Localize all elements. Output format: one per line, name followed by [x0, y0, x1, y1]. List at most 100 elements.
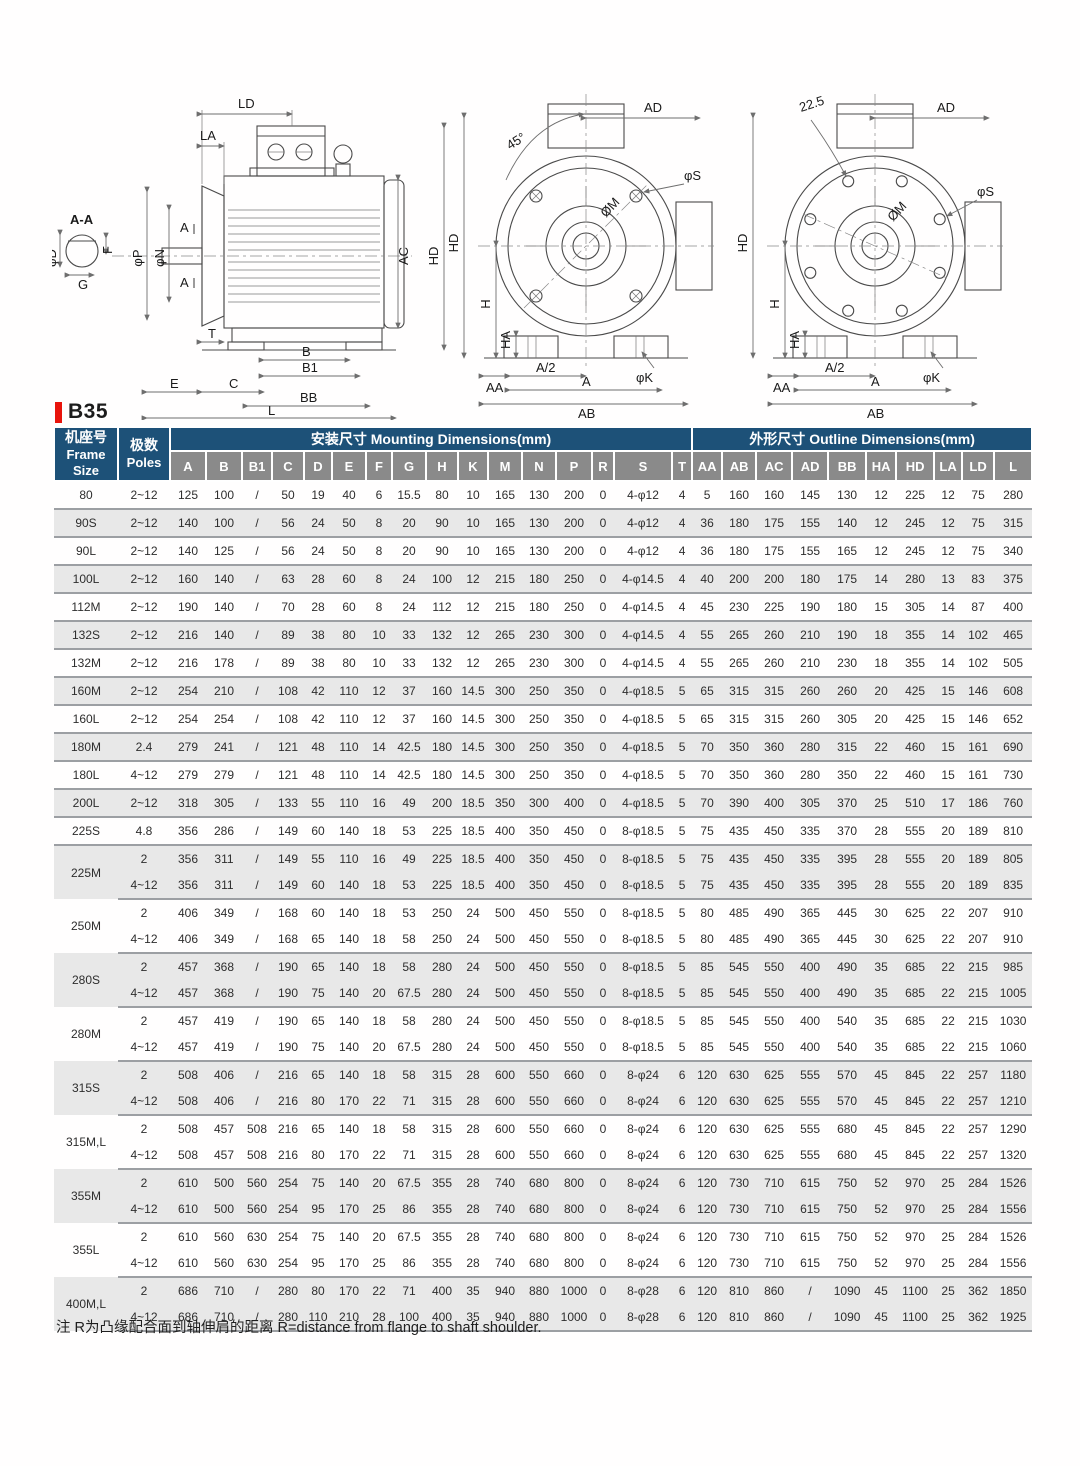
dimension-cell: / [242, 980, 272, 1008]
dimension-cell: 5 [678, 960, 686, 974]
dimension-cell: 630 [722, 1088, 757, 1116]
dimension-cell: 12 [366, 677, 392, 706]
dimension-cell: 254 [272, 1250, 304, 1278]
dimension-cell: 685 [896, 1034, 935, 1062]
dimension-cell: 257 [962, 1142, 995, 1170]
dimension-cell: 160 [170, 565, 206, 594]
dim-label-phi-s: φS [977, 184, 994, 199]
dimension-cell: 257 [968, 1068, 989, 1082]
dimension-cell: 280 [277, 1284, 299, 1298]
dimension-cell: 20 [372, 1176, 386, 1190]
dim-label-a-half: A/2 [536, 360, 556, 375]
dimension-cell: 24 [392, 565, 426, 594]
dimension-cell: 279 [206, 761, 242, 790]
frame-size-cell: 225S [54, 817, 118, 846]
dimension-lines [461, 112, 701, 407]
dimension-cell: 1526 [999, 1176, 1027, 1190]
dimension-cell: 350 [528, 852, 550, 866]
dimension-cell: 140 [828, 509, 867, 538]
dimension-cell: 87 [962, 593, 995, 622]
dimension-cell: 65 [311, 960, 325, 974]
dimension-cell: 110 [332, 733, 366, 762]
dimension-cell: 8-φ24 [614, 1250, 672, 1278]
dimensions-table: 机座号 Frame Size 极数 Poles 安装尺寸 Mounting Di… [53, 426, 1034, 1332]
dimension-cell: 1000 [560, 1284, 588, 1298]
dimension-cell: 22 [941, 1014, 955, 1028]
dimension-cell: 42 [304, 677, 332, 706]
dimension-cell: 550 [563, 960, 585, 974]
dimension-cell: / [255, 1284, 259, 1298]
dimension-cell: 0 [592, 1304, 614, 1332]
dimension-cell: 355 [896, 649, 935, 678]
dimension-cell: 190 [277, 1014, 299, 1028]
dimension-cell: 315 [756, 677, 793, 706]
dimension-cell: 406 [213, 1068, 235, 1082]
dimension-cell: 4 [672, 593, 693, 622]
dimension-cell: 14 [366, 761, 392, 790]
dimension-cell: 652 [994, 705, 1033, 734]
column-header: B1 [241, 450, 273, 482]
dimension-cell: 140 [338, 1230, 360, 1244]
dimension-cell: 140 [332, 980, 366, 1008]
dimension-cell: 25 [934, 1304, 963, 1332]
dimension-cell: 67.5 [392, 980, 426, 1008]
dimension-cell: 53 [392, 872, 426, 900]
dimension-cell: 315 [994, 509, 1033, 538]
dimension-cell: 89 [272, 649, 304, 678]
dim-label-phi-m: ØM [597, 194, 622, 220]
motor-front-view-45-drawing: AD 45° φS ØM HD H HA AA A/2 φK A AB [448, 94, 714, 420]
dimension-cell: 1100 [902, 1284, 928, 1298]
dim-label-bb: BB [300, 390, 317, 405]
dimension-cell: 350 [556, 677, 592, 706]
dimension-cell: 1090 [833, 1284, 861, 1298]
dimension-cell: 250 [522, 677, 556, 706]
dimension-cell: 279 [170, 733, 206, 762]
dimension-cell: 85 [692, 1034, 723, 1062]
dimension-cell: 508 [177, 1068, 199, 1082]
dimension-cell: 8-φ28 [614, 1304, 672, 1332]
dimension-cell: / [242, 649, 272, 678]
dimension-cell: 60 [332, 593, 366, 622]
dim-label-f: F [100, 246, 115, 254]
dimension-cell: 8-φ24 [627, 1230, 659, 1244]
dimension-cell: 450 [528, 960, 550, 974]
dimension-cell: 254 [170, 705, 206, 734]
table-row: 160M 2~12 254 210/108 42 110 12 37 160 14.5 300 250… [54, 677, 1033, 706]
frame-size-cell: 355L [72, 1243, 100, 1257]
dimension-cell: 189 [962, 817, 995, 846]
table-row: 4~12 356 311/149 60 140 18 53 225 18.5 400 350 450 0… [54, 872, 1033, 900]
dimension-cell: 710 [764, 1176, 785, 1190]
dimension-cell: 45 [874, 1284, 888, 1298]
dimension-cell: 280 [792, 761, 829, 790]
dimension-cell: 190 [792, 593, 829, 622]
dimension-cell: 18 [372, 906, 386, 920]
dimension-lines [141, 110, 447, 420]
dimension-cell: / [255, 960, 259, 974]
dimension-cell: 35 [866, 980, 897, 1008]
dimension-cell: 550 [522, 1088, 556, 1116]
dimension-cell: 22 [866, 733, 897, 762]
dimension-cell: 146 [962, 705, 995, 734]
frame-size-cell: 355M [70, 1189, 102, 1203]
dimension-cell: 110 [332, 705, 366, 734]
dimension-cell: 750 [837, 1230, 858, 1244]
dimension-cell: 75 [962, 481, 995, 510]
dimension-cell: 550 [563, 1014, 585, 1028]
dimension-cell: 225 [426, 872, 458, 900]
dimension-cell: 350 [828, 761, 867, 790]
dimension-cell: 161 [962, 733, 995, 762]
dimension-cell: 800 [563, 1176, 585, 1190]
frame-size-cell: 112M [54, 593, 118, 622]
dimension-cell: 71 [402, 1284, 416, 1298]
dimension-cell: 750 [828, 1196, 867, 1224]
dimension-cell: 155 [792, 509, 829, 538]
dimension-cell: 810 [722, 1304, 757, 1332]
dimension-cell: / [242, 926, 272, 954]
dimension-cell: 90 [426, 537, 458, 566]
poles-cell: 2 [140, 1068, 148, 1082]
dimension-cell: 450 [563, 852, 585, 866]
dimension-cell: 0 [599, 1122, 607, 1136]
poles-cell: 4~12 [118, 1034, 170, 1062]
motor-outline [767, 94, 1003, 370]
dimension-cell: 24 [466, 960, 480, 974]
